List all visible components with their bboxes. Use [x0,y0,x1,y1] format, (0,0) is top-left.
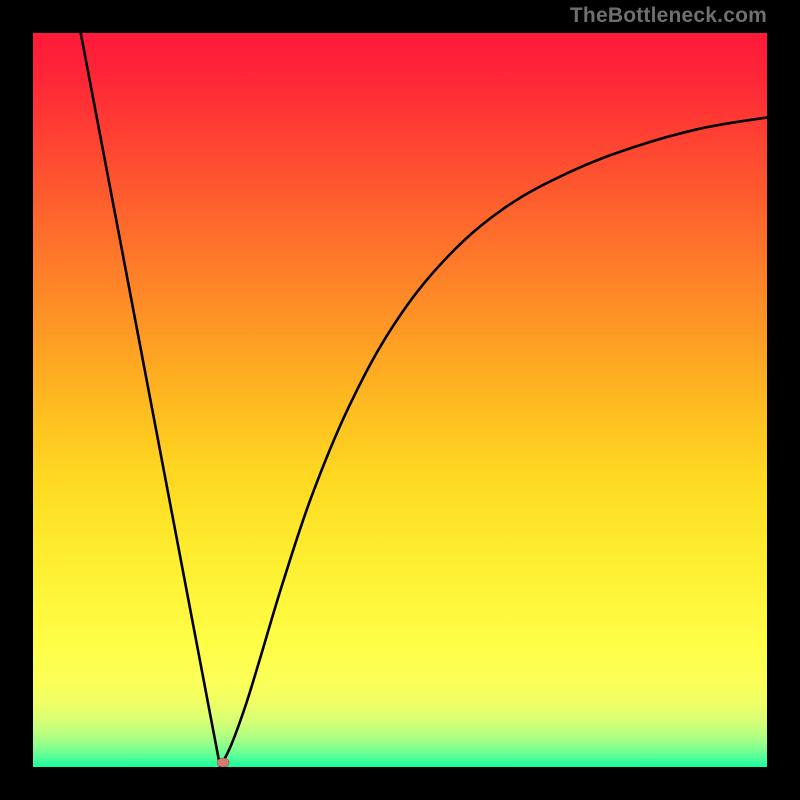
optimum-marker [217,758,229,767]
bottleneck-chart [33,33,767,767]
chart-background [33,33,767,767]
chart-svg [33,33,767,767]
watermark-text: TheBottleneck.com [570,4,767,28]
